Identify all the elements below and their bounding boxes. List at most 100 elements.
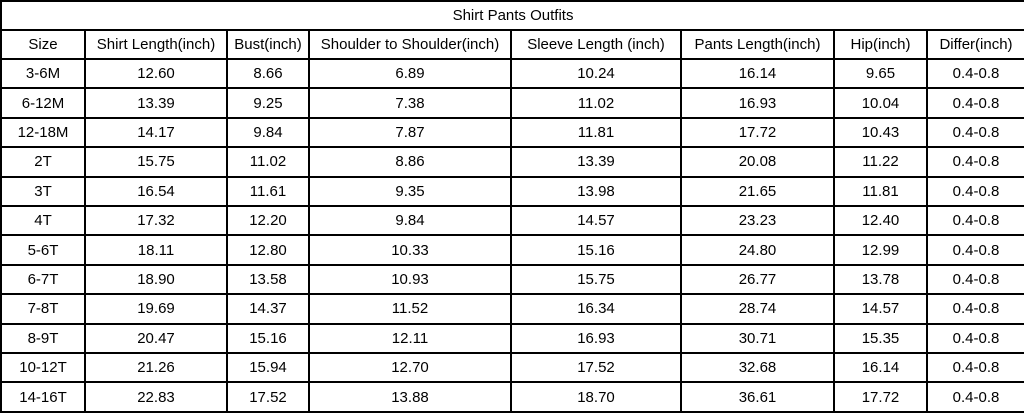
measurement-cell: 10.43 [833,116,928,149]
measurement-cell: 23.23 [680,205,835,237]
measurement-cell: 11.52 [308,293,512,325]
measurement-cell: 0.4-0.8 [925,322,1024,355]
measurement-cell: 13.39 [84,87,228,119]
measurement-cell: 32.68 [680,352,835,384]
measurement-cell: 14.57 [510,205,682,237]
measurement-cell: 16.54 [84,175,228,208]
measurement-cell: 11.02 [510,87,682,119]
measurement-cell: 18.11 [84,234,228,266]
measurement-cell: 8.66 [226,57,310,90]
measurement-cell: 36.61 [680,381,835,413]
measurement-cell: 17.32 [84,205,228,237]
table-row: 2T 15.75 11.02 8.86 13.39 20.08 11.22 0.4-0.8 [0,146,1024,178]
measurement-cell: 13.39 [510,146,682,178]
measurement-cell: 12.99 [833,234,928,266]
table-body: 3-6M 12.60 8.66 6.89 10.24 16.14 9.65 0.4-0.8 6-… [0,57,1024,413]
title-row: Shirt Pants Outfits [0,0,1024,31]
measurement-cell: 12.80 [226,234,310,266]
measurement-cell: 16.34 [510,293,682,325]
measurement-cell: 0.4-0.8 [925,87,1024,119]
measurement-cell: 19.69 [84,293,228,325]
measurement-cell: 15.16 [226,322,310,355]
table-row: 8-9T 20.47 15.16 12.11 16.93 30.71 15.35 0.4-0.… [0,322,1024,355]
measurement-cell: 13.58 [226,263,310,296]
measurement-cell: 14.17 [84,116,228,149]
measurement-cell: 17.72 [680,116,835,149]
measurement-cell: 21.65 [680,175,835,208]
table-row: 4T 17.32 12.20 9.84 14.57 23.23 12.40 0.4-0.8 [0,205,1024,237]
column-header-shoulder-to-shoulder: Shoulder to Shoulder(inch) [308,29,512,60]
size-cell: 3T [0,175,86,208]
measurement-cell: 18.90 [84,263,228,296]
measurement-cell: 9.84 [226,116,310,149]
header-row: Size Shirt Length(inch) Bust(inch) Shoul… [0,29,1024,60]
measurement-cell: 14.37 [226,293,310,325]
measurement-cell: 11.22 [833,146,928,178]
measurement-cell: 0.4-0.8 [925,146,1024,178]
measurement-cell: 10.24 [510,57,682,90]
measurement-cell: 28.74 [680,293,835,325]
size-cell: 4T [0,205,86,237]
measurement-cell: 8.86 [308,146,512,178]
measurement-cell: 15.35 [833,322,928,355]
table-row: 6-7T 18.90 13.58 10.93 15.75 26.77 13.78 0.4-0.… [0,263,1024,296]
measurement-cell: 0.4-0.8 [925,263,1024,296]
measurement-cell: 0.4-0.8 [925,205,1024,237]
measurement-cell: 22.83 [84,381,228,413]
size-cell: 6-12M [0,87,86,119]
measurement-cell: 15.75 [510,263,682,296]
measurement-cell: 9.25 [226,87,310,119]
measurement-cell: 13.78 [833,263,928,296]
size-cell: 2T [0,146,86,178]
measurement-cell: 16.14 [680,57,835,90]
measurement-cell: 16.14 [833,352,928,384]
measurement-cell: 15.94 [226,352,310,384]
measurement-cell: 10.04 [833,87,928,119]
size-cell: 3-6M [0,57,86,90]
size-cell: 12-18M [0,116,86,149]
measurement-cell: 0.4-0.8 [925,175,1024,208]
measurement-cell: 17.72 [833,381,928,413]
measurement-cell: 9.35 [308,175,512,208]
measurement-cell: 20.47 [84,322,228,355]
column-header-sleeve-length: Sleeve Length (inch) [510,29,682,60]
table-row: 12-18M 14.17 9.84 7.87 11.81 17.72 10.43 0.4-0.… [0,116,1024,149]
table-row: 7-8T 19.69 14.37 11.52 16.34 28.74 14.57 0.4-0.… [0,293,1024,325]
table-row: 6-12M 13.39 9.25 7.38 11.02 16.93 10.04 0.4-0.8 [0,87,1024,119]
size-cell: 14-16T [0,381,86,413]
size-cell: 5-6T [0,234,86,266]
measurement-cell: 10.93 [308,263,512,296]
measurement-cell: 20.08 [680,146,835,178]
table-row: 5-6T 18.11 12.80 10.33 15.16 24.80 12.99 0.4-0.… [0,234,1024,266]
measurement-cell: 18.70 [510,381,682,413]
measurement-cell: 24.80 [680,234,835,266]
table-title: Shirt Pants Outfits [0,0,1024,31]
measurement-cell: 9.84 [308,205,512,237]
measurement-cell: 21.26 [84,352,228,384]
measurement-cell: 0.4-0.8 [925,381,1024,413]
measurement-cell: 12.60 [84,57,228,90]
column-header-size: Size [0,29,86,60]
size-cell: 6-7T [0,263,86,296]
measurement-cell: 6.89 [308,57,512,90]
measurement-cell: 0.4-0.8 [925,57,1024,90]
table-row: 3-6M 12.60 8.66 6.89 10.24 16.14 9.65 0.4-0.8 [0,57,1024,90]
measurement-cell: 11.02 [226,146,310,178]
measurement-cell: 14.57 [833,293,928,325]
measurement-cell: 7.87 [308,116,512,149]
column-header-pants-length: Pants Length(inch) [680,29,835,60]
measurement-cell: 13.88 [308,381,512,413]
table-row: 10-12T 21.26 15.94 12.70 17.52 32.68 16.14 0.4-… [0,352,1024,384]
size-cell: 10-12T [0,352,86,384]
measurement-cell: 0.4-0.8 [925,234,1024,266]
measurement-cell: 12.40 [833,205,928,237]
table-row: 14-16T 22.83 17.52 13.88 18.70 36.61 17.72 0.4-… [0,381,1024,413]
measurement-cell: 16.93 [510,322,682,355]
measurement-cell: 9.65 [833,57,928,90]
column-header-bust: Bust(inch) [226,29,310,60]
measurement-cell: 7.38 [308,87,512,119]
measurement-cell: 0.4-0.8 [925,293,1024,325]
measurement-cell: 0.4-0.8 [925,352,1024,384]
size-cell: 8-9T [0,322,86,355]
